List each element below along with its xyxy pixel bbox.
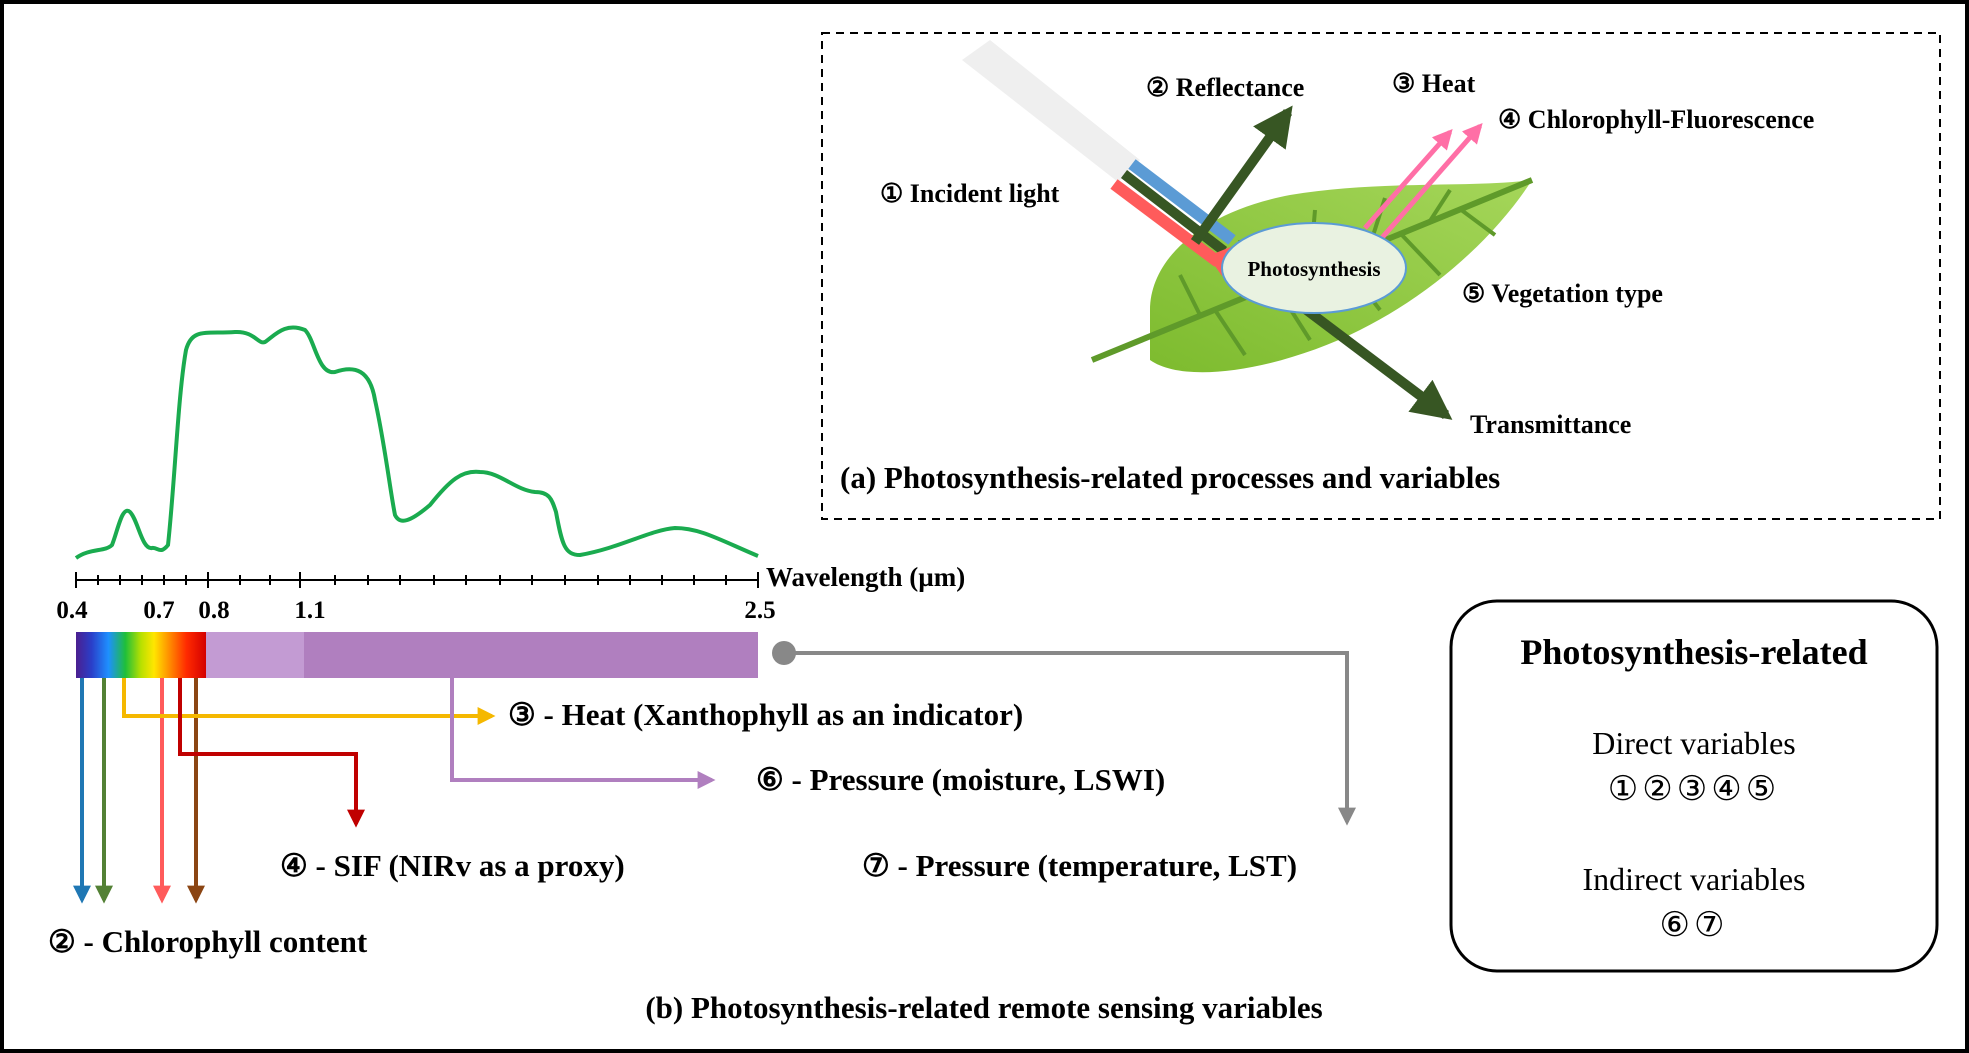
direct-variables-values: ①②③④⑤	[1608, 771, 1780, 808]
indirect-variables-label: Indirect variables	[1583, 861, 1806, 897]
sif-arrow	[178, 678, 365, 828]
spectrum-visible-band	[76, 632, 206, 678]
transmittance-label: Transmittance	[1470, 410, 1631, 439]
incident-blue-band	[1128, 159, 1236, 245]
tick-label-0-7: 0.7	[143, 597, 174, 624]
incident-light-beam-icon	[962, 40, 1140, 182]
fluorescence-label: ④ Chlorophyll-Fluorescence	[1498, 105, 1814, 134]
lst-variable-label: ⑦ - Pressure (temperature, LST)	[862, 848, 1297, 883]
spectrum-swir-band	[304, 632, 758, 678]
sif-variable-label: ④ - SIF (NIRv as a proxy)	[280, 848, 625, 883]
spectral-curve	[74, 325, 759, 560]
incident-dark-band	[1120, 170, 1228, 255]
heat-arrow	[1363, 129, 1453, 230]
moisture-arrow	[450, 678, 716, 789]
photosynthesis-label: Photosynthesis	[1247, 257, 1380, 281]
tick-label-1-1: 1.1	[294, 597, 325, 624]
tick-label-0-8: 0.8	[198, 597, 229, 624]
panel-b: 0.4 0.7 0.8 1.1 2.5 Wavelength (µm) ③ - …	[48, 325, 1356, 1025]
spectrum-nir-band-light	[206, 632, 304, 678]
direct-variables-label: Direct variables	[1592, 725, 1795, 761]
heat-label: ③ Heat	[1392, 69, 1476, 98]
tick-label-0-4: 0.4	[56, 597, 88, 624]
reflectance-arrow	[1190, 105, 1293, 245]
transmittance-arrow	[1296, 301, 1453, 420]
photosynthesis-ellipse	[1221, 222, 1407, 314]
chlorophyll-variable-label: ② - Chlorophyll content	[48, 924, 368, 959]
heat-xanthophyll-arrow	[122, 678, 496, 725]
heat-variable-label: ③ - Heat (Xanthophyll as an indicator)	[508, 697, 1023, 732]
moisture-variable-label: ⑥ - Pressure (moisture, LSWI)	[756, 762, 1165, 797]
legend-box: Photosynthesis-related Direct variables …	[1449, 599, 1939, 973]
legend-title: Photosynthesis-related	[1520, 632, 1867, 672]
incident-light-label: ① Incident light	[880, 179, 1060, 208]
lst-connector-arrow	[784, 651, 1356, 826]
reflectance-label: ② Reflectance	[1146, 73, 1304, 102]
panel-a-caption: (a) Photosynthesis-related processes and…	[840, 460, 1500, 495]
tick-label-2-5: 2.5	[744, 597, 775, 624]
incident-red-band	[1110, 179, 1222, 267]
axis-ticks	[75, 572, 759, 588]
panel-b-caption: (b) Photosynthesis-related remote sensin…	[645, 990, 1322, 1025]
axis-label: Wavelength (µm)	[766, 562, 965, 592]
panel-a: Photosynthesis ① Incident light ② Reflec…	[821, 32, 1941, 520]
panel-a-dashed-border	[821, 32, 1941, 520]
fluorescence-arrow	[1378, 122, 1483, 242]
vegetation-type-label: ⑤ Vegetation type	[1462, 279, 1663, 308]
legend-border	[1449, 599, 1939, 973]
indirect-variables-values: ⑥⑦	[1660, 907, 1729, 944]
